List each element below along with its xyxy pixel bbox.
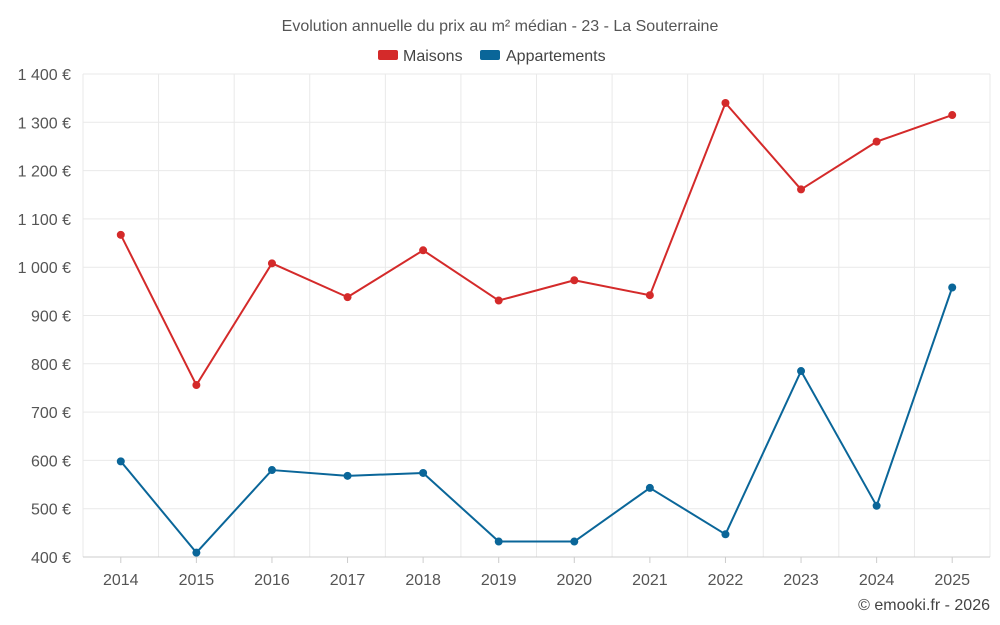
data-point-appartements[interactable]	[948, 283, 957, 292]
series-line-maisons	[119, 101, 953, 387]
data-point-maisons[interactable]	[872, 137, 881, 146]
data-point-maisons[interactable]	[494, 296, 503, 305]
y-tick-label: 400 €	[31, 550, 71, 567]
data-point-appartements[interactable]	[343, 471, 352, 480]
x-tick-label: 2021	[632, 572, 668, 589]
data-point-maisons[interactable]	[797, 185, 806, 194]
y-tick-label: 500 €	[31, 502, 71, 519]
series-layer	[116, 98, 957, 557]
data-point-maisons[interactable]	[343, 293, 352, 302]
data-point-appartements[interactable]	[570, 537, 579, 546]
legend-label-maisons[interactable]: Maisons	[403, 48, 463, 65]
y-tick-label: 1 000 €	[18, 260, 71, 277]
x-tick-label: 2024	[859, 572, 895, 589]
data-point-appartements[interactable]	[494, 537, 503, 546]
data-point-appartements[interactable]	[116, 457, 125, 466]
y-tick-label: 800 €	[31, 357, 71, 374]
x-tick-label: 2020	[556, 572, 592, 589]
data-point-maisons[interactable]	[116, 230, 125, 239]
data-point-maisons[interactable]	[419, 246, 428, 255]
x-tick-label: 2016	[254, 572, 290, 589]
y-tick-label: 900 €	[31, 309, 71, 326]
y-tick-label: 1 100 €	[18, 212, 71, 229]
data-point-appartements[interactable]	[419, 468, 428, 477]
data-point-appartements[interactable]	[192, 548, 201, 557]
data-point-appartements[interactable]	[797, 367, 806, 376]
y-tick-label: 1 400 €	[18, 67, 71, 84]
y-tick-label: 1 300 €	[18, 115, 71, 132]
legend-swatch-maisons	[378, 50, 398, 60]
x-tick-label: 2019	[481, 572, 517, 589]
data-point-maisons[interactable]	[267, 259, 276, 268]
legend: Maisons Appartements	[378, 48, 606, 65]
x-tick-label: 2025	[934, 572, 970, 589]
x-axis: 2014 2015 2016 2017 2018 2019 2020 2021 2022 2023…	[83, 556, 990, 589]
legend-label-appartements[interactable]: Appartements	[506, 48, 606, 65]
series-appartements	[116, 283, 957, 557]
chart-title: Evolution annuelle du prix au m² médian …	[282, 18, 719, 35]
x-tick-label: 2023	[783, 572, 819, 589]
data-point-appartements[interactable]	[872, 501, 881, 510]
data-point-maisons[interactable]	[192, 381, 201, 390]
y-tick-label: 1 200 €	[18, 164, 71, 181]
x-tick-label: 2022	[708, 572, 744, 589]
y-axis: 400 € 500 € 600 € 700 € 800 € 900 € 1 000 € 1 1…	[18, 67, 71, 567]
data-point-maisons[interactable]	[570, 276, 579, 285]
data-point-appartements[interactable]	[645, 483, 654, 492]
data-point-appartements[interactable]	[721, 530, 730, 539]
data-point-maisons[interactable]	[721, 98, 730, 107]
data-point-maisons[interactable]	[645, 291, 654, 300]
y-tick-label: 700 €	[31, 405, 71, 422]
x-tick-label: 2014	[103, 572, 139, 589]
data-point-appartements[interactable]	[267, 466, 276, 475]
x-tick-label: 2017	[330, 572, 366, 589]
series-maisons	[116, 98, 957, 390]
data-point-maisons[interactable]	[948, 111, 957, 120]
x-tick-label: 2018	[405, 572, 441, 589]
legend-swatch-appartements	[480, 50, 500, 60]
grid	[82, 73, 991, 558]
series-line-appartements	[120, 287, 954, 554]
y-tick-label: 600 €	[31, 453, 71, 470]
x-tick-label: 2015	[179, 572, 215, 589]
credit-text: © emooki.fr - 2026	[858, 597, 990, 614]
